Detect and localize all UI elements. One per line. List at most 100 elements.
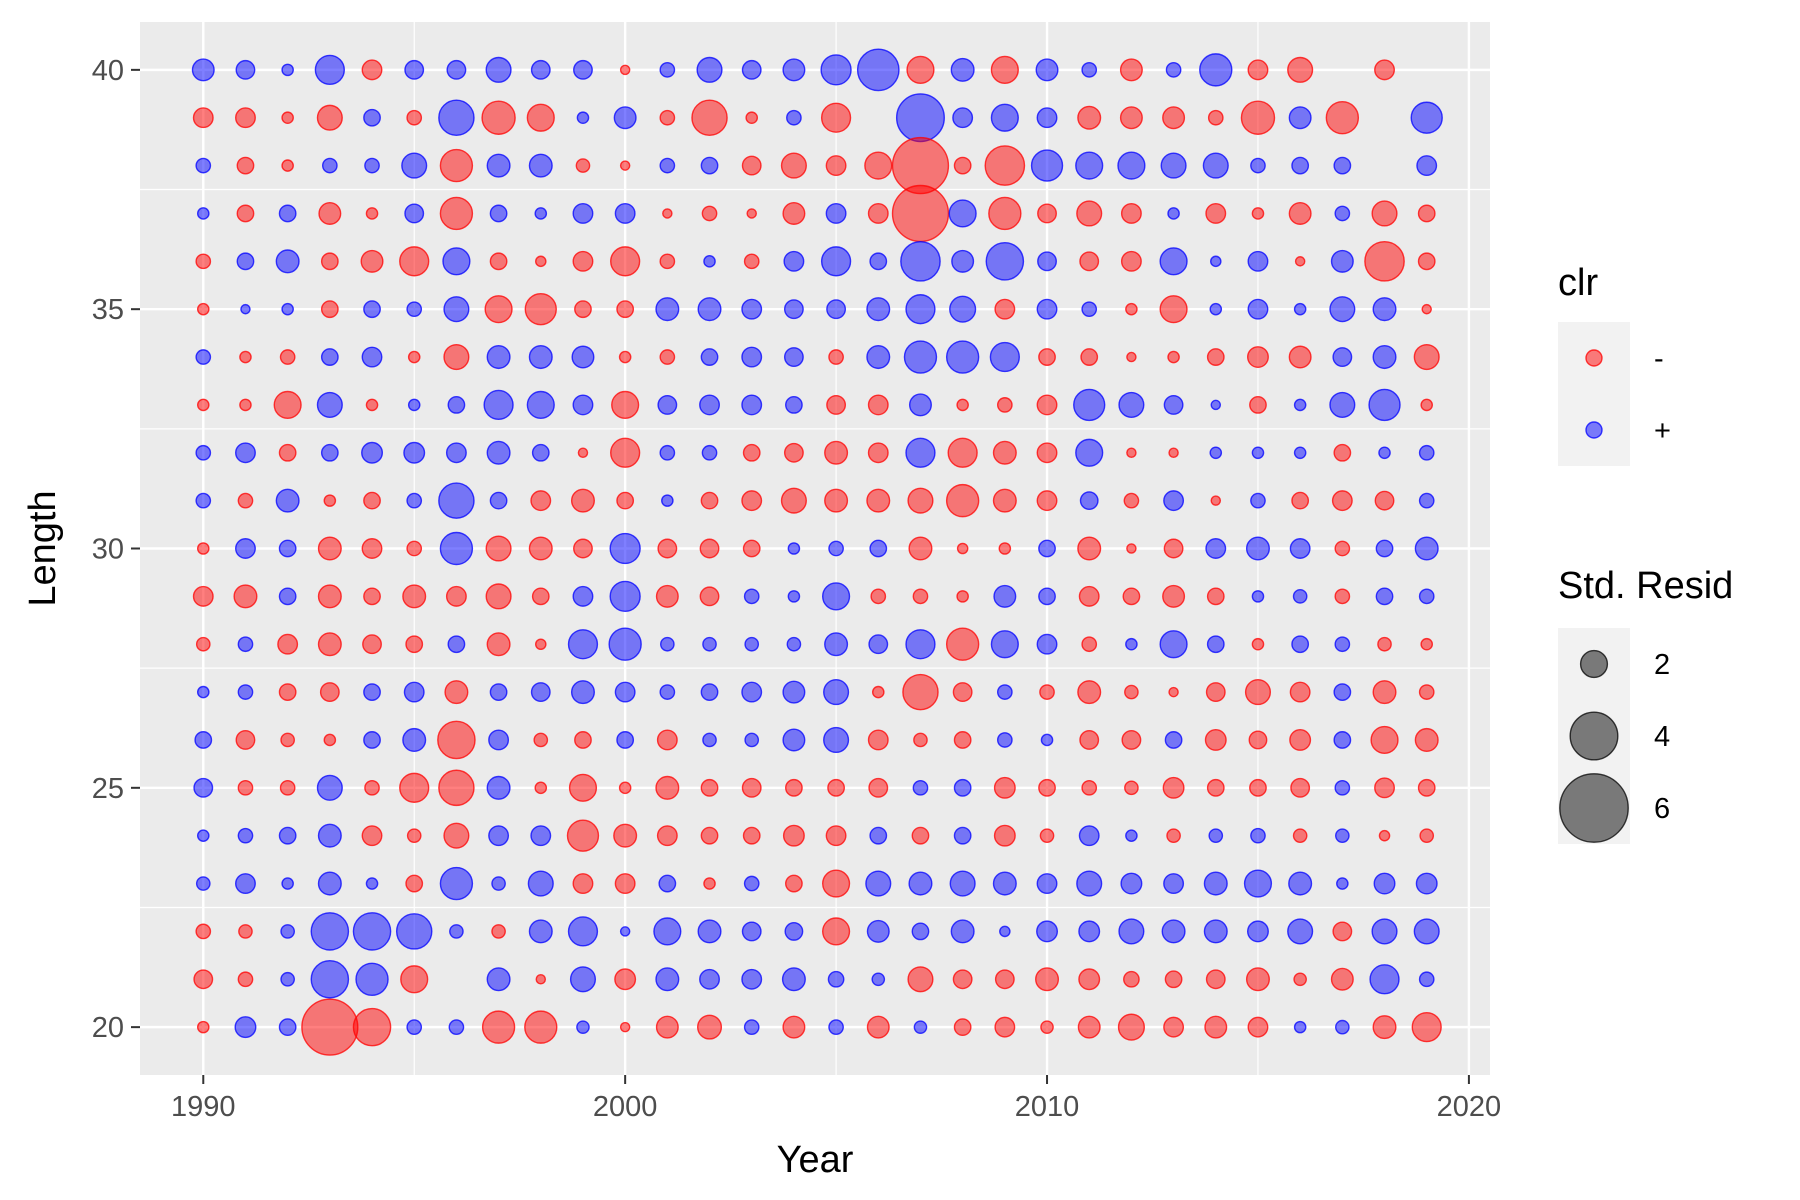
data-point xyxy=(196,685,210,699)
data-point xyxy=(655,967,680,992)
data-point xyxy=(912,588,929,605)
data-point xyxy=(1166,828,1181,844)
data-point xyxy=(742,826,761,845)
data-point xyxy=(236,156,255,175)
data-point xyxy=(1334,540,1351,557)
legend-size-label: 4 xyxy=(1654,721,1670,753)
data-point xyxy=(1378,829,1391,842)
data-point xyxy=(1245,967,1270,992)
data-point xyxy=(1364,240,1405,282)
data-point xyxy=(911,826,930,845)
data-point xyxy=(953,778,972,797)
data-point xyxy=(619,160,631,171)
data-point xyxy=(703,877,716,890)
data-point xyxy=(1030,149,1064,182)
data-point xyxy=(1246,920,1269,943)
data-point xyxy=(895,93,945,143)
data-point xyxy=(1330,967,1354,991)
data-point xyxy=(741,968,763,990)
data-point xyxy=(741,777,762,798)
data-point xyxy=(1411,1011,1442,1043)
data-point xyxy=(235,59,256,80)
data-point xyxy=(317,632,342,657)
data-point xyxy=(195,492,212,509)
data-point xyxy=(891,184,950,243)
data-point xyxy=(485,583,512,610)
data-point xyxy=(1160,152,1187,179)
data-point xyxy=(237,636,254,653)
data-point xyxy=(1247,250,1269,272)
data-point xyxy=(534,781,548,795)
data-point xyxy=(275,488,300,513)
data-point xyxy=(907,487,934,514)
data-point xyxy=(659,684,676,700)
data-point xyxy=(570,680,595,705)
data-point xyxy=(998,542,1012,555)
data-point xyxy=(481,1010,516,1044)
data-point xyxy=(825,825,847,847)
data-point xyxy=(278,443,297,462)
data-point xyxy=(741,921,762,942)
data-point xyxy=(903,340,938,374)
data-point xyxy=(867,442,889,464)
data-point xyxy=(1123,492,1140,509)
data-point xyxy=(573,538,593,559)
data-point xyxy=(952,107,974,129)
data-point xyxy=(994,298,1016,320)
data-point xyxy=(355,962,389,996)
data-point xyxy=(531,587,550,606)
data-point xyxy=(1245,536,1270,561)
data-point xyxy=(363,731,381,749)
legend-size-key xyxy=(1569,711,1619,761)
legend-color-key xyxy=(1585,349,1603,367)
data-point xyxy=(1163,394,1184,415)
data-point xyxy=(279,349,296,365)
data-point xyxy=(657,538,678,559)
data-point xyxy=(1039,684,1055,700)
data-point xyxy=(1244,679,1272,706)
data-point xyxy=(1036,442,1058,464)
data-point xyxy=(530,682,551,703)
data-point xyxy=(1199,53,1233,87)
data-point xyxy=(787,542,801,555)
data-point xyxy=(195,876,211,891)
x-axis: 1990 2000 2010 2020 xyxy=(171,1075,1501,1123)
data-point xyxy=(956,590,969,603)
data-point xyxy=(576,1020,590,1034)
data-point xyxy=(301,998,359,1056)
data-point xyxy=(913,732,928,748)
data-point xyxy=(361,825,383,847)
data-point xyxy=(488,729,510,751)
data-point xyxy=(821,869,851,898)
data-point xyxy=(906,55,935,84)
data-point xyxy=(364,157,380,174)
data-point xyxy=(395,913,433,950)
data-point xyxy=(1163,1016,1185,1038)
data-point xyxy=(697,297,722,322)
data-point xyxy=(1206,635,1225,654)
data-point xyxy=(234,1016,257,1039)
data-point xyxy=(700,683,719,701)
data-point xyxy=(278,826,297,845)
data-point xyxy=(1370,725,1399,755)
data-point xyxy=(1036,920,1059,943)
data-point xyxy=(1037,251,1057,272)
data-point xyxy=(235,730,256,750)
data-point xyxy=(1117,151,1146,180)
data-point xyxy=(1119,58,1143,82)
data-point xyxy=(984,145,1026,186)
data-point xyxy=(1168,447,1179,459)
data-point xyxy=(316,104,343,131)
data-point xyxy=(273,390,302,420)
data-point xyxy=(992,488,1017,513)
data-point xyxy=(950,919,975,944)
data-point xyxy=(524,293,557,326)
data-point xyxy=(1251,446,1265,460)
data-point xyxy=(614,202,636,224)
data-point xyxy=(609,532,641,565)
data-point xyxy=(1415,872,1438,895)
data-point xyxy=(700,491,719,510)
data-point xyxy=(531,443,550,462)
data-point xyxy=(866,1015,890,1039)
data-point xyxy=(782,728,806,752)
